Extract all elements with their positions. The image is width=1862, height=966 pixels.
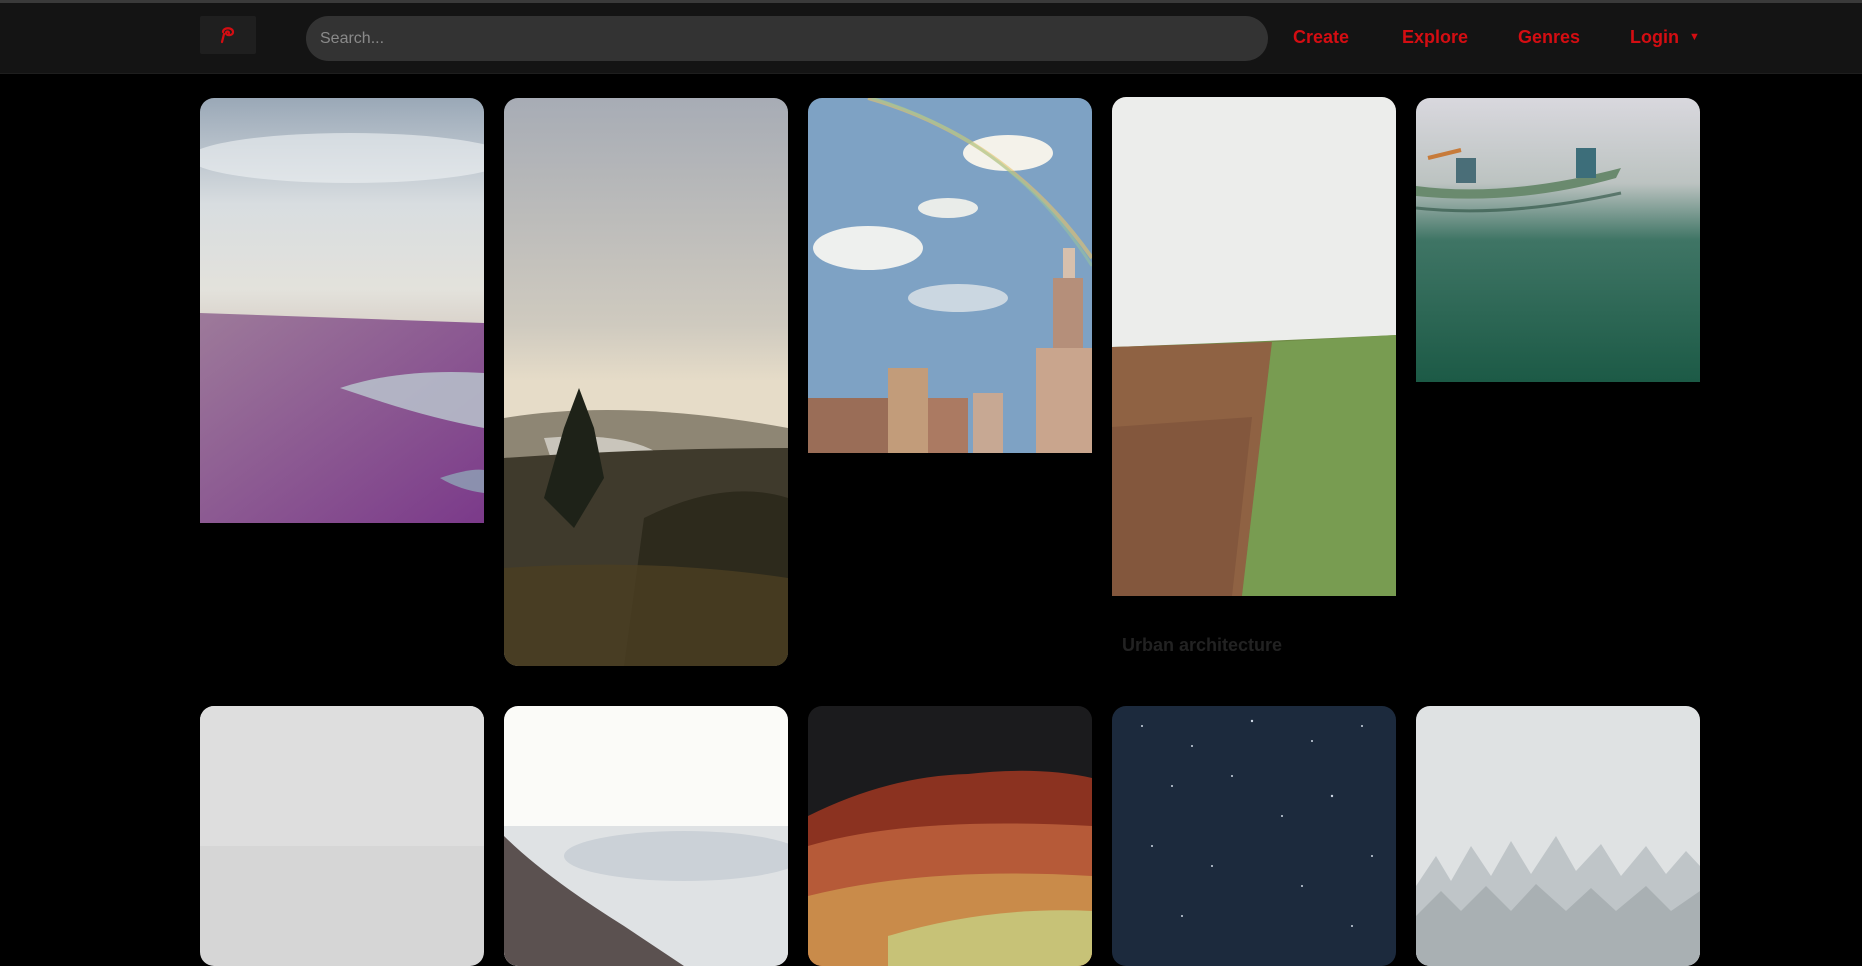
gallery-image-river-valley[interactable]: [504, 98, 788, 666]
brand-swirl-icon: [220, 27, 235, 44]
nav-explore-link[interactable]: Explore: [1402, 27, 1469, 47]
caret-down-icon: ▼: [1688, 31, 1700, 43]
image-caption: Urban architecture: [1122, 635, 1283, 655]
top-navbar: Create Explore Genres Login ▼: [0, 3, 1862, 74]
login-label: Login: [1630, 27, 1679, 47]
nav-login-menu[interactable]: Login ▼: [1630, 27, 1700, 48]
gallery-image-rainbow-city[interactable]: [808, 98, 1092, 453]
gallery-image-beach-shore[interactable]: [200, 98, 484, 523]
window-top-border: [0, 0, 1862, 3]
search-input[interactable]: [306, 16, 1268, 61]
gallery-image-canoe-lake[interactable]: [1416, 98, 1700, 382]
gallery-image-autumn-hills[interactable]: [808, 706, 1092, 966]
gallery-image-sea-of-clouds[interactable]: [504, 706, 788, 966]
nav-genres-link[interactable]: Genres: [1518, 27, 1581, 47]
gallery-image-starry-sky[interactable]: [1112, 706, 1396, 966]
logo-button[interactable]: [200, 16, 256, 54]
gallery-image-plowed-field[interactable]: [1112, 97, 1396, 596]
gallery-image-fog[interactable]: [200, 706, 484, 966]
gallery-image-snowy-forest[interactable]: [1416, 706, 1700, 966]
nav-create-link[interactable]: Create: [1293, 27, 1350, 47]
